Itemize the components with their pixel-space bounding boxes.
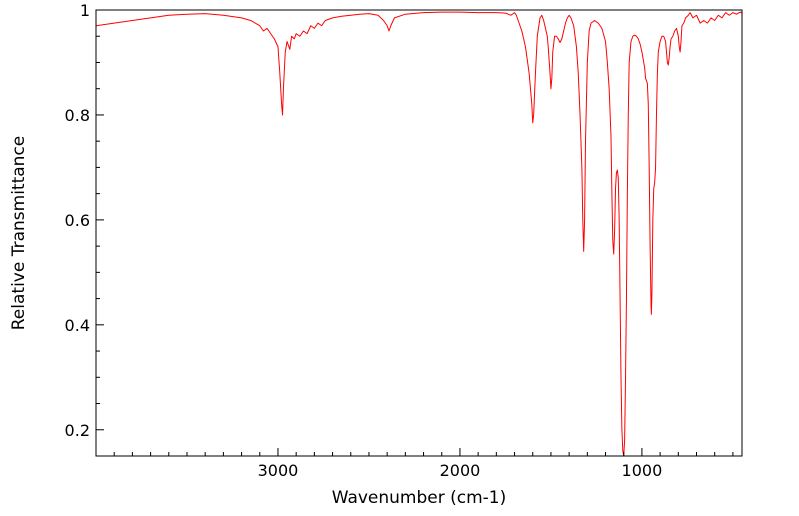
axes-layer: 3000 2000 1000 0.2 0.4 0.6 0.8 1 [65, 1, 743, 480]
y-tick-label: 0.2 [65, 421, 90, 440]
y-tick-label: 1 [80, 1, 90, 20]
plot-layer [96, 11, 742, 456]
y-tick-label: 0.6 [65, 211, 90, 230]
x-axis-label: Wavenumber (cm-1) [332, 488, 507, 508]
x-tick-label: 1000 [622, 461, 663, 480]
plot-frame [95, 9, 743, 457]
x-tick-label: 3000 [258, 461, 299, 480]
x-tick-label: 2000 [440, 461, 481, 480]
y-tick-label: 0.4 [65, 316, 90, 335]
y-tick-label: 0.8 [65, 106, 90, 125]
y-axis-label: Relative Transmittance [9, 136, 29, 331]
spectrum-line-0 [96, 11, 742, 456]
